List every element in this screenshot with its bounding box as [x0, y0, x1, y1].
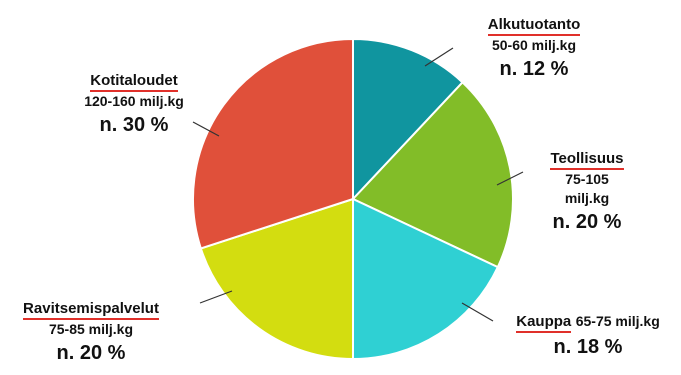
- label-kotitaloudet-name: Kotitaloudet: [90, 73, 178, 92]
- label-teollisuus-amount-line1: 75-105: [565, 171, 609, 187]
- label-alkutuotanto-amount: 50-60 milj.kg: [491, 37, 577, 53]
- label-kauppa: Kauppa 65-75 milj.kg n. 18 %: [497, 312, 679, 361]
- pie-slice-kauppa: [352, 197, 500, 361]
- label-kotitaloudet: Kotitaloudet 120-160 milj.kg n. 30 %: [54, 72, 214, 139]
- label-kotitaloudet-pct: n. 30 %: [99, 114, 169, 136]
- pie-slice-kotitaloudet: [192, 37, 354, 250]
- leader-ravitsemispalvelut: [199, 290, 233, 304]
- leader-kauppa: [461, 302, 494, 322]
- label-alkutuotanto-name: Alkutuotanto: [487, 17, 581, 36]
- label-kauppa-name: Kauppa: [516, 314, 572, 333]
- label-alkutuotanto-pct: n. 12 %: [499, 58, 569, 80]
- label-ravitsemispalvelut: Ravitsemispalvelut 75-85 milj.kg n. 20 %: [4, 300, 178, 367]
- label-ravitsemispalvelut-name: Ravitsemispalvelut: [23, 301, 159, 320]
- label-teollisuus: Teollisuus 75-105 milj.kg n. 20 %: [532, 150, 642, 236]
- leader-kotitaloudet: [192, 121, 220, 137]
- label-kauppa-pct: n. 18 %: [553, 336, 623, 358]
- label-teollisuus-name: Teollisuus: [550, 151, 624, 170]
- pie-slices: [192, 37, 514, 361]
- leader-teollisuus: [496, 171, 524, 186]
- pie-slice-alkutuotanto: [352, 37, 464, 202]
- label-kotitaloudet-amount: 120-160 milj.kg: [84, 93, 184, 109]
- label-alkutuotanto: Alkutuotanto 50-60 milj.kg n. 12 %: [464, 16, 604, 83]
- label-ravitsemispalvelut-amount: 75-85 milj.kg: [48, 321, 134, 337]
- label-teollisuus-amount-line2: milj.kg: [564, 190, 610, 206]
- leader-lines: [192, 47, 524, 322]
- label-ravitsemispalvelut-pct: n. 20 %: [56, 342, 126, 364]
- label-kauppa-amount: 65-75 milj.kg: [575, 313, 660, 329]
- pie-slice-teollisuus: [351, 80, 514, 269]
- leader-alkutuotanto: [424, 47, 454, 67]
- pie-slice-ravitsemispalvelut: [199, 197, 354, 361]
- label-teollisuus-pct: n. 20 %: [552, 211, 622, 233]
